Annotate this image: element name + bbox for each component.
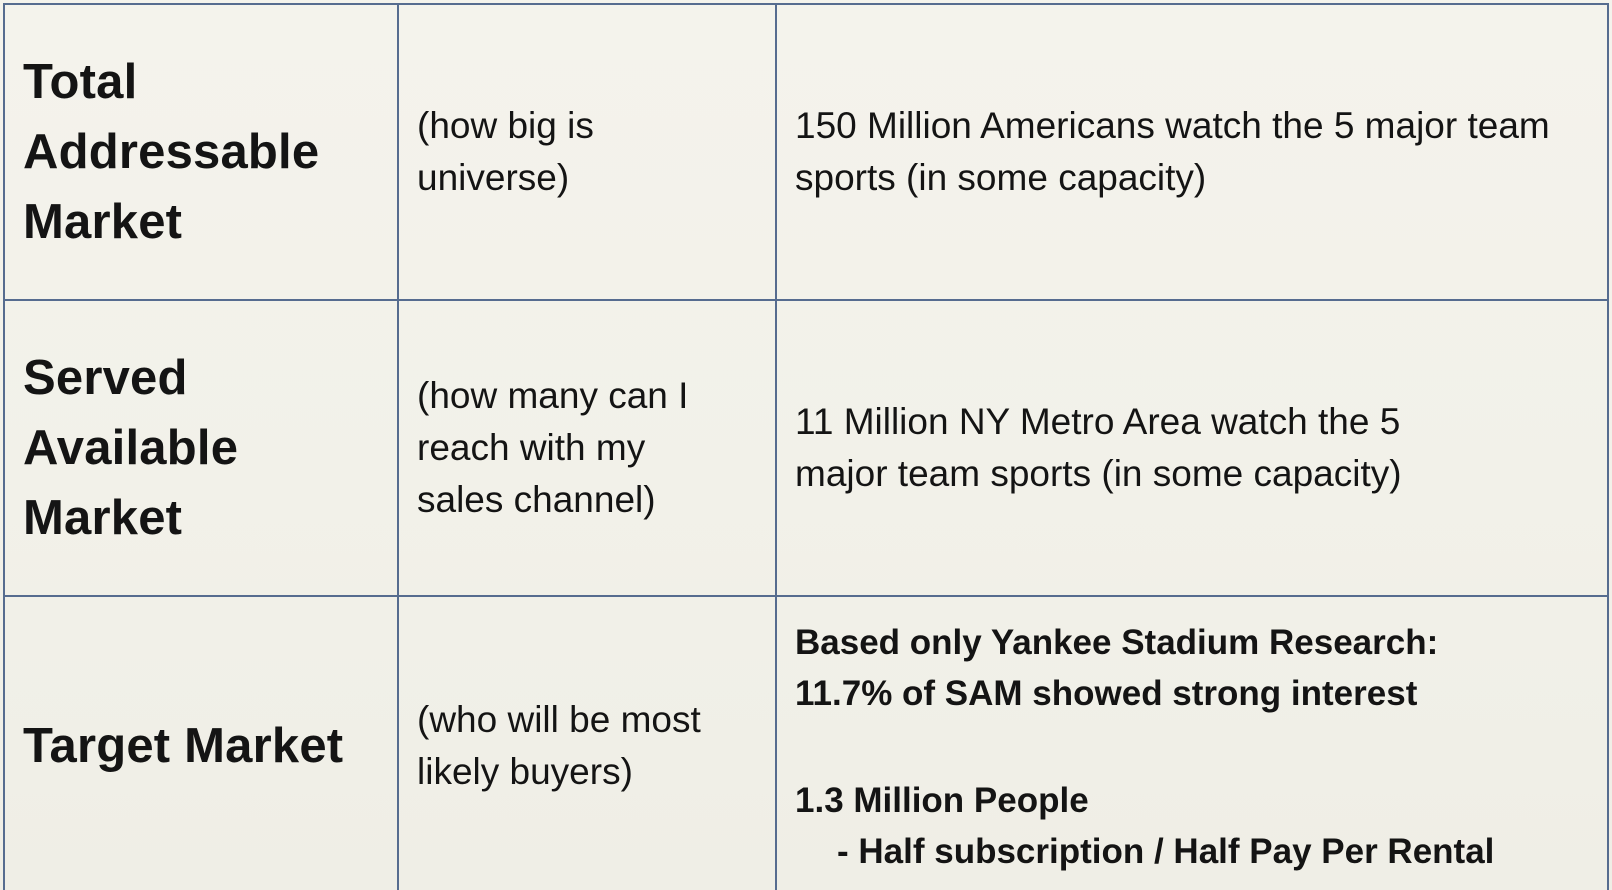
description-cell: (how many can I reach with my sales chan…: [397, 299, 777, 597]
description-cell: (how big is universe): [397, 3, 777, 301]
description-cell: (who will be most likely buyers): [397, 595, 777, 890]
value-text: 150 Million Americans watch the 5 major …: [795, 105, 1550, 198]
value-cell: Based only Yankee Stadium Research: 11.7…: [775, 595, 1609, 890]
description-text: (how many can I reach with my sales chan…: [417, 375, 689, 520]
term-word: Total: [23, 55, 138, 109]
interest-stat-line: 11.7% of SAM showed strong interest: [795, 674, 1418, 713]
value-text: Based only Yankee Stadium Research: 11.7…: [795, 617, 1589, 877]
term-label: Served Available Market: [23, 343, 379, 553]
term-word: Target Market: [23, 718, 344, 773]
term-word: Served: [23, 351, 188, 405]
term-word: Market: [23, 491, 183, 545]
term-word: Market: [23, 195, 183, 249]
value-cell: 150 Million Americans watch the 5 major …: [775, 3, 1609, 301]
description-text: (how big is universe): [417, 105, 594, 198]
term-label: Total Addressable Market: [23, 47, 379, 257]
table-row-target-market: Target Market (who will be most likely b…: [3, 595, 1609, 890]
table-row-sam: Served Available Market (how many can I …: [3, 299, 1609, 597]
value-text: 11 Million NY Metro Area watch the 5 maj…: [795, 401, 1402, 494]
term-cell: Total Addressable Market: [3, 3, 399, 301]
term-label: Target Market: [23, 711, 379, 781]
description-text: (who will be most likely buyers): [417, 698, 701, 792]
term-cell: Target Market: [3, 595, 399, 890]
pricing-split-line: - Half subscription / Half Pay Per Renta…: [837, 832, 1495, 871]
market-sizing-table: Total Addressable Market (how big is uni…: [3, 3, 1609, 890]
value-cell: 11 Million NY Metro Area watch the 5 maj…: [775, 299, 1609, 597]
table-row-tam: Total Addressable Market (how big is uni…: [3, 3, 1609, 301]
people-count-line: 1.3 Million People: [795, 781, 1089, 820]
research-source-line: Based only Yankee Stadium Research:: [795, 623, 1439, 662]
term-cell: Served Available Market: [3, 299, 399, 597]
term-word: Addressable: [23, 125, 320, 179]
term-word: Available: [23, 421, 239, 475]
